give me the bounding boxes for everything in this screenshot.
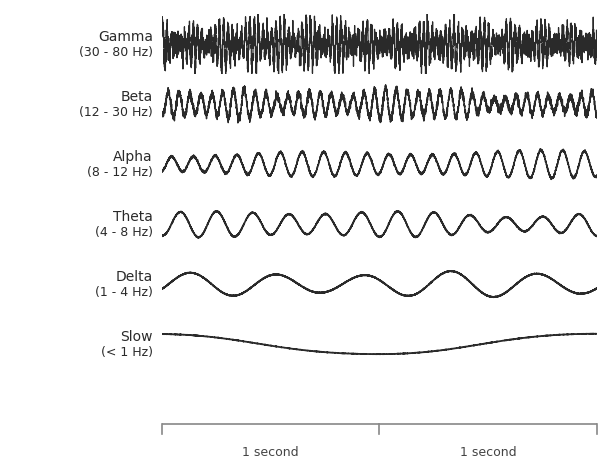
Text: (< 1 Hz): (< 1 Hz)	[101, 346, 153, 359]
Text: Beta: Beta	[121, 90, 153, 103]
Text: (30 - 80 Hz): (30 - 80 Hz)	[79, 45, 153, 58]
Text: (1 - 4 Hz): (1 - 4 Hz)	[95, 286, 153, 299]
Text: 1 second: 1 second	[460, 446, 517, 459]
Text: 1 second: 1 second	[242, 446, 299, 459]
Text: (12 - 30 Hz): (12 - 30 Hz)	[79, 106, 153, 118]
Text: (4 - 8 Hz): (4 - 8 Hz)	[95, 226, 153, 239]
Text: Alpha: Alpha	[113, 150, 153, 164]
Text: Theta: Theta	[113, 210, 153, 224]
Text: (8 - 12 Hz): (8 - 12 Hz)	[87, 166, 153, 179]
Text: Gamma: Gamma	[98, 29, 153, 44]
Text: Delta: Delta	[116, 270, 153, 284]
Text: Slow: Slow	[121, 330, 153, 344]
